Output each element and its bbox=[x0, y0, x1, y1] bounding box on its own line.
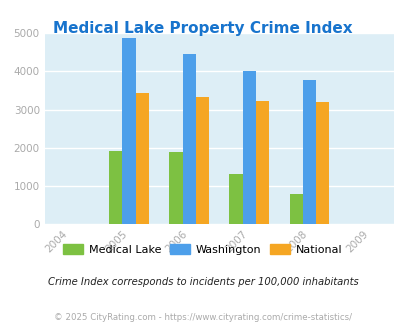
Text: © 2025 CityRating.com - https://www.cityrating.com/crime-statistics/: © 2025 CityRating.com - https://www.city… bbox=[54, 313, 351, 322]
Bar bbox=[242, 71, 255, 224]
Bar bbox=[169, 152, 182, 224]
Bar bbox=[109, 151, 122, 224]
Bar bbox=[315, 102, 328, 224]
Bar bbox=[135, 93, 149, 224]
Bar bbox=[195, 97, 209, 224]
Text: Medical Lake Property Crime Index: Medical Lake Property Crime Index bbox=[53, 21, 352, 36]
Legend: Medical Lake, Washington, National: Medical Lake, Washington, National bbox=[59, 240, 346, 259]
Bar bbox=[122, 38, 135, 224]
Bar bbox=[182, 54, 195, 224]
Bar bbox=[302, 81, 315, 224]
Bar bbox=[229, 174, 242, 224]
Bar bbox=[289, 194, 302, 224]
Text: Crime Index corresponds to incidents per 100,000 inhabitants: Crime Index corresponds to incidents per… bbox=[47, 278, 358, 287]
Bar bbox=[255, 101, 269, 224]
